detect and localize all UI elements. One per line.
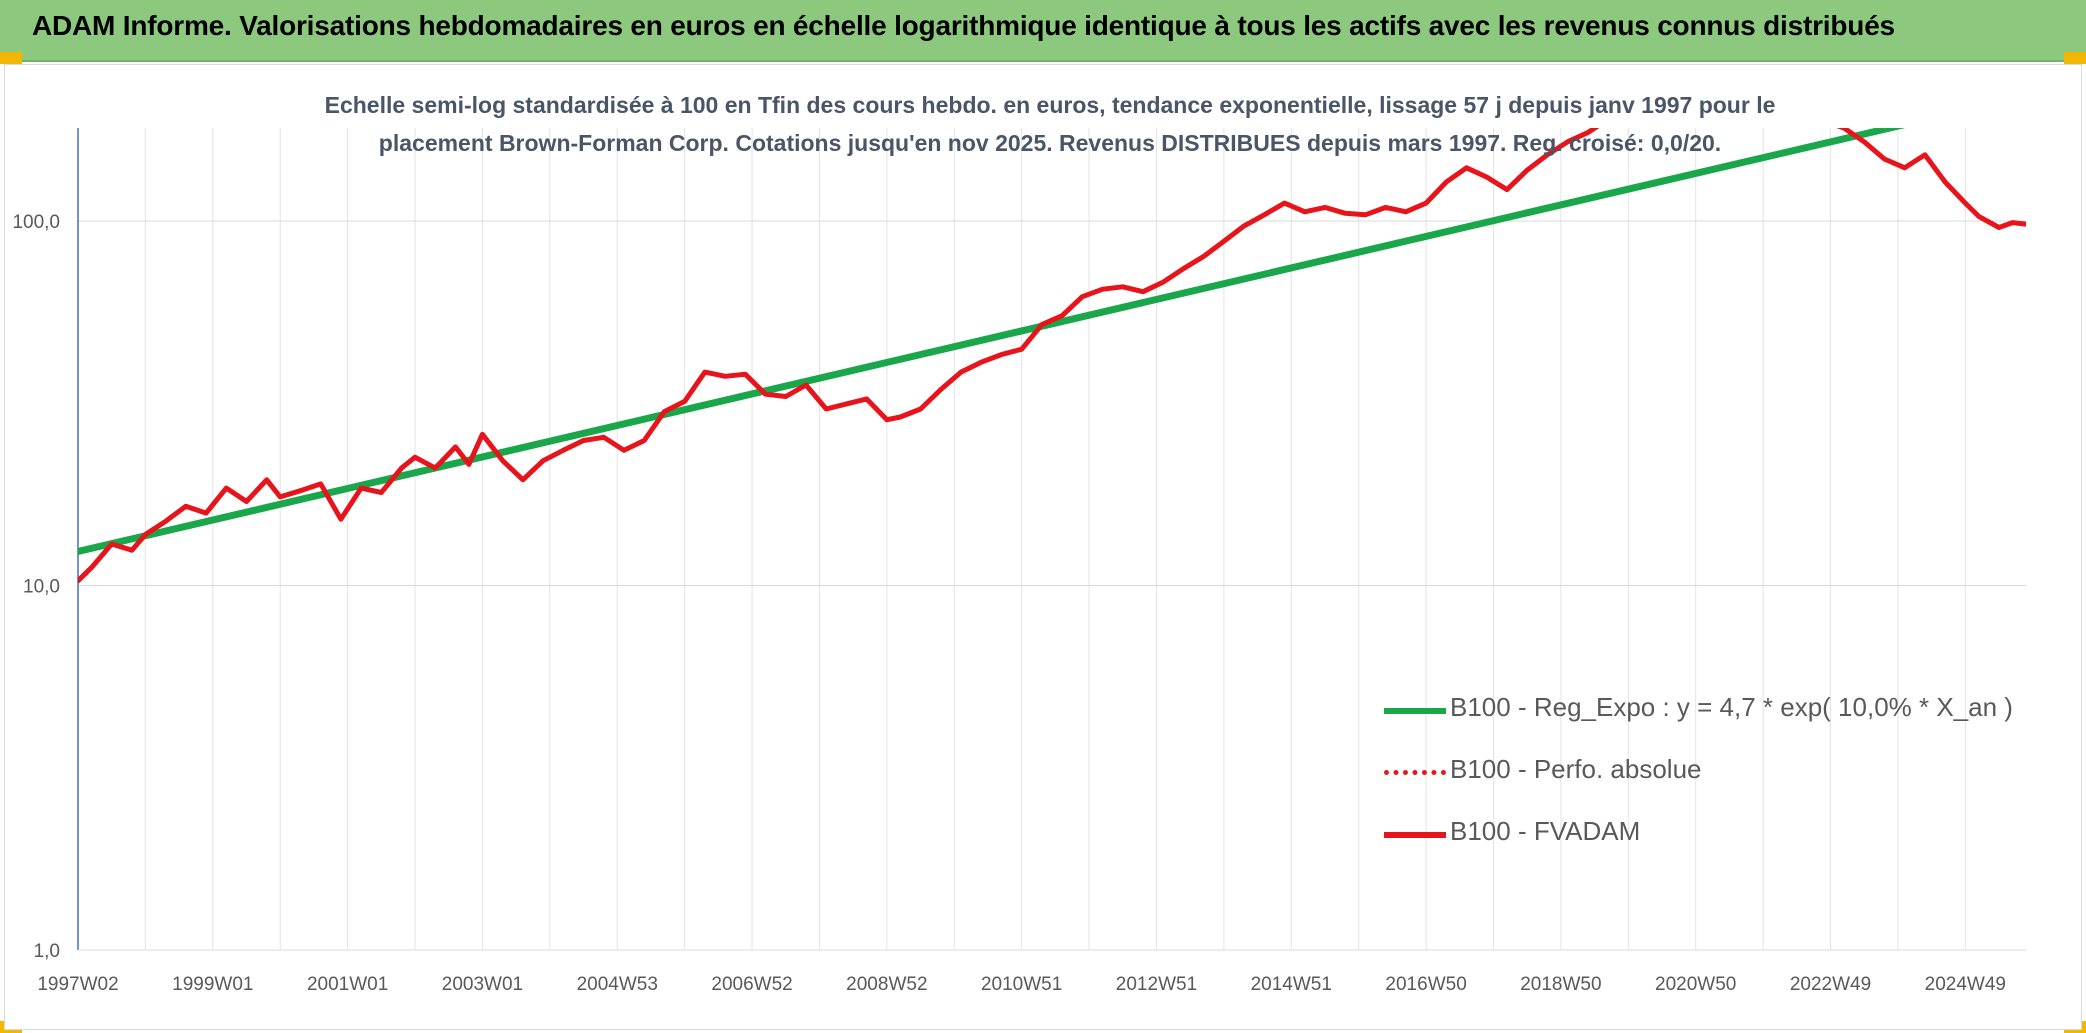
y-tick-label: 1,0 xyxy=(34,941,60,962)
legend-label-perfo-absolue: B100 - Perfo. absolue xyxy=(1450,754,1702,784)
x-tick-label: 2008W52 xyxy=(846,974,927,995)
report-title: ADAM Informe. Valorisations hebdomadaire… xyxy=(32,10,1895,41)
x-tick-label: 2006W52 xyxy=(711,974,792,995)
y-tick-label: 100,0 xyxy=(12,212,60,233)
x-tick-label: 2014W51 xyxy=(1251,974,1332,995)
x-tick-label: 1999W01 xyxy=(172,974,253,995)
regression-line xyxy=(78,128,1906,555)
x-tick-label: 1997W02 xyxy=(37,974,118,995)
chart-title-line-2: placement Brown-Forman Corp. Cotations j… xyxy=(378,130,1722,156)
legend-swatch-red-line xyxy=(1384,832,1446,838)
x-tick-label: 2024W49 xyxy=(1925,974,2006,995)
x-tick-label: 2001W01 xyxy=(307,974,388,995)
legend-label-fvadam: B100 - FVADAM xyxy=(1450,816,1641,846)
corner-marker-top-left xyxy=(0,52,22,64)
legend-swatch-green-line xyxy=(1384,708,1446,714)
x-tick-label: 2003W01 xyxy=(442,974,523,995)
header-banner: ADAM Informe. Valorisations hebdomadaire… xyxy=(0,0,2086,62)
axes: 1,0 10,0 100,0 1997W02 1999W01 2001W01 2003W01… xyxy=(12,128,2026,995)
x-tick-label: 2020W50 xyxy=(1655,974,1736,995)
x-tick-label: 2010W51 xyxy=(981,974,1062,995)
chart-title-line-1: Echelle semi-log standardisée à 100 en T… xyxy=(324,92,1776,118)
corner-marker-top-right xyxy=(2064,52,2086,64)
x-tick-label: 2012W51 xyxy=(1116,974,1197,995)
legend-label-regression: B100 - Reg_Expo : y = 4,7 * exp( 10,0% *… xyxy=(1450,692,2013,722)
x-tick-label: 2016W50 xyxy=(1385,974,1466,995)
x-tick-label: 2022W49 xyxy=(1790,974,1871,995)
x-tick-label: 2018W50 xyxy=(1520,974,1601,995)
chart-area xyxy=(4,64,2082,1030)
y-tick-label: 10,0 xyxy=(23,577,60,598)
x-tick-label: 2004W53 xyxy=(577,974,658,995)
fvadam-line xyxy=(78,128,2026,584)
chart-title: Echelle semi-log standardisée à 100 en T… xyxy=(250,86,1850,162)
legend-swatch-red-dotted xyxy=(1384,770,1446,775)
grid xyxy=(77,128,2026,951)
series-lines xyxy=(78,128,2026,584)
